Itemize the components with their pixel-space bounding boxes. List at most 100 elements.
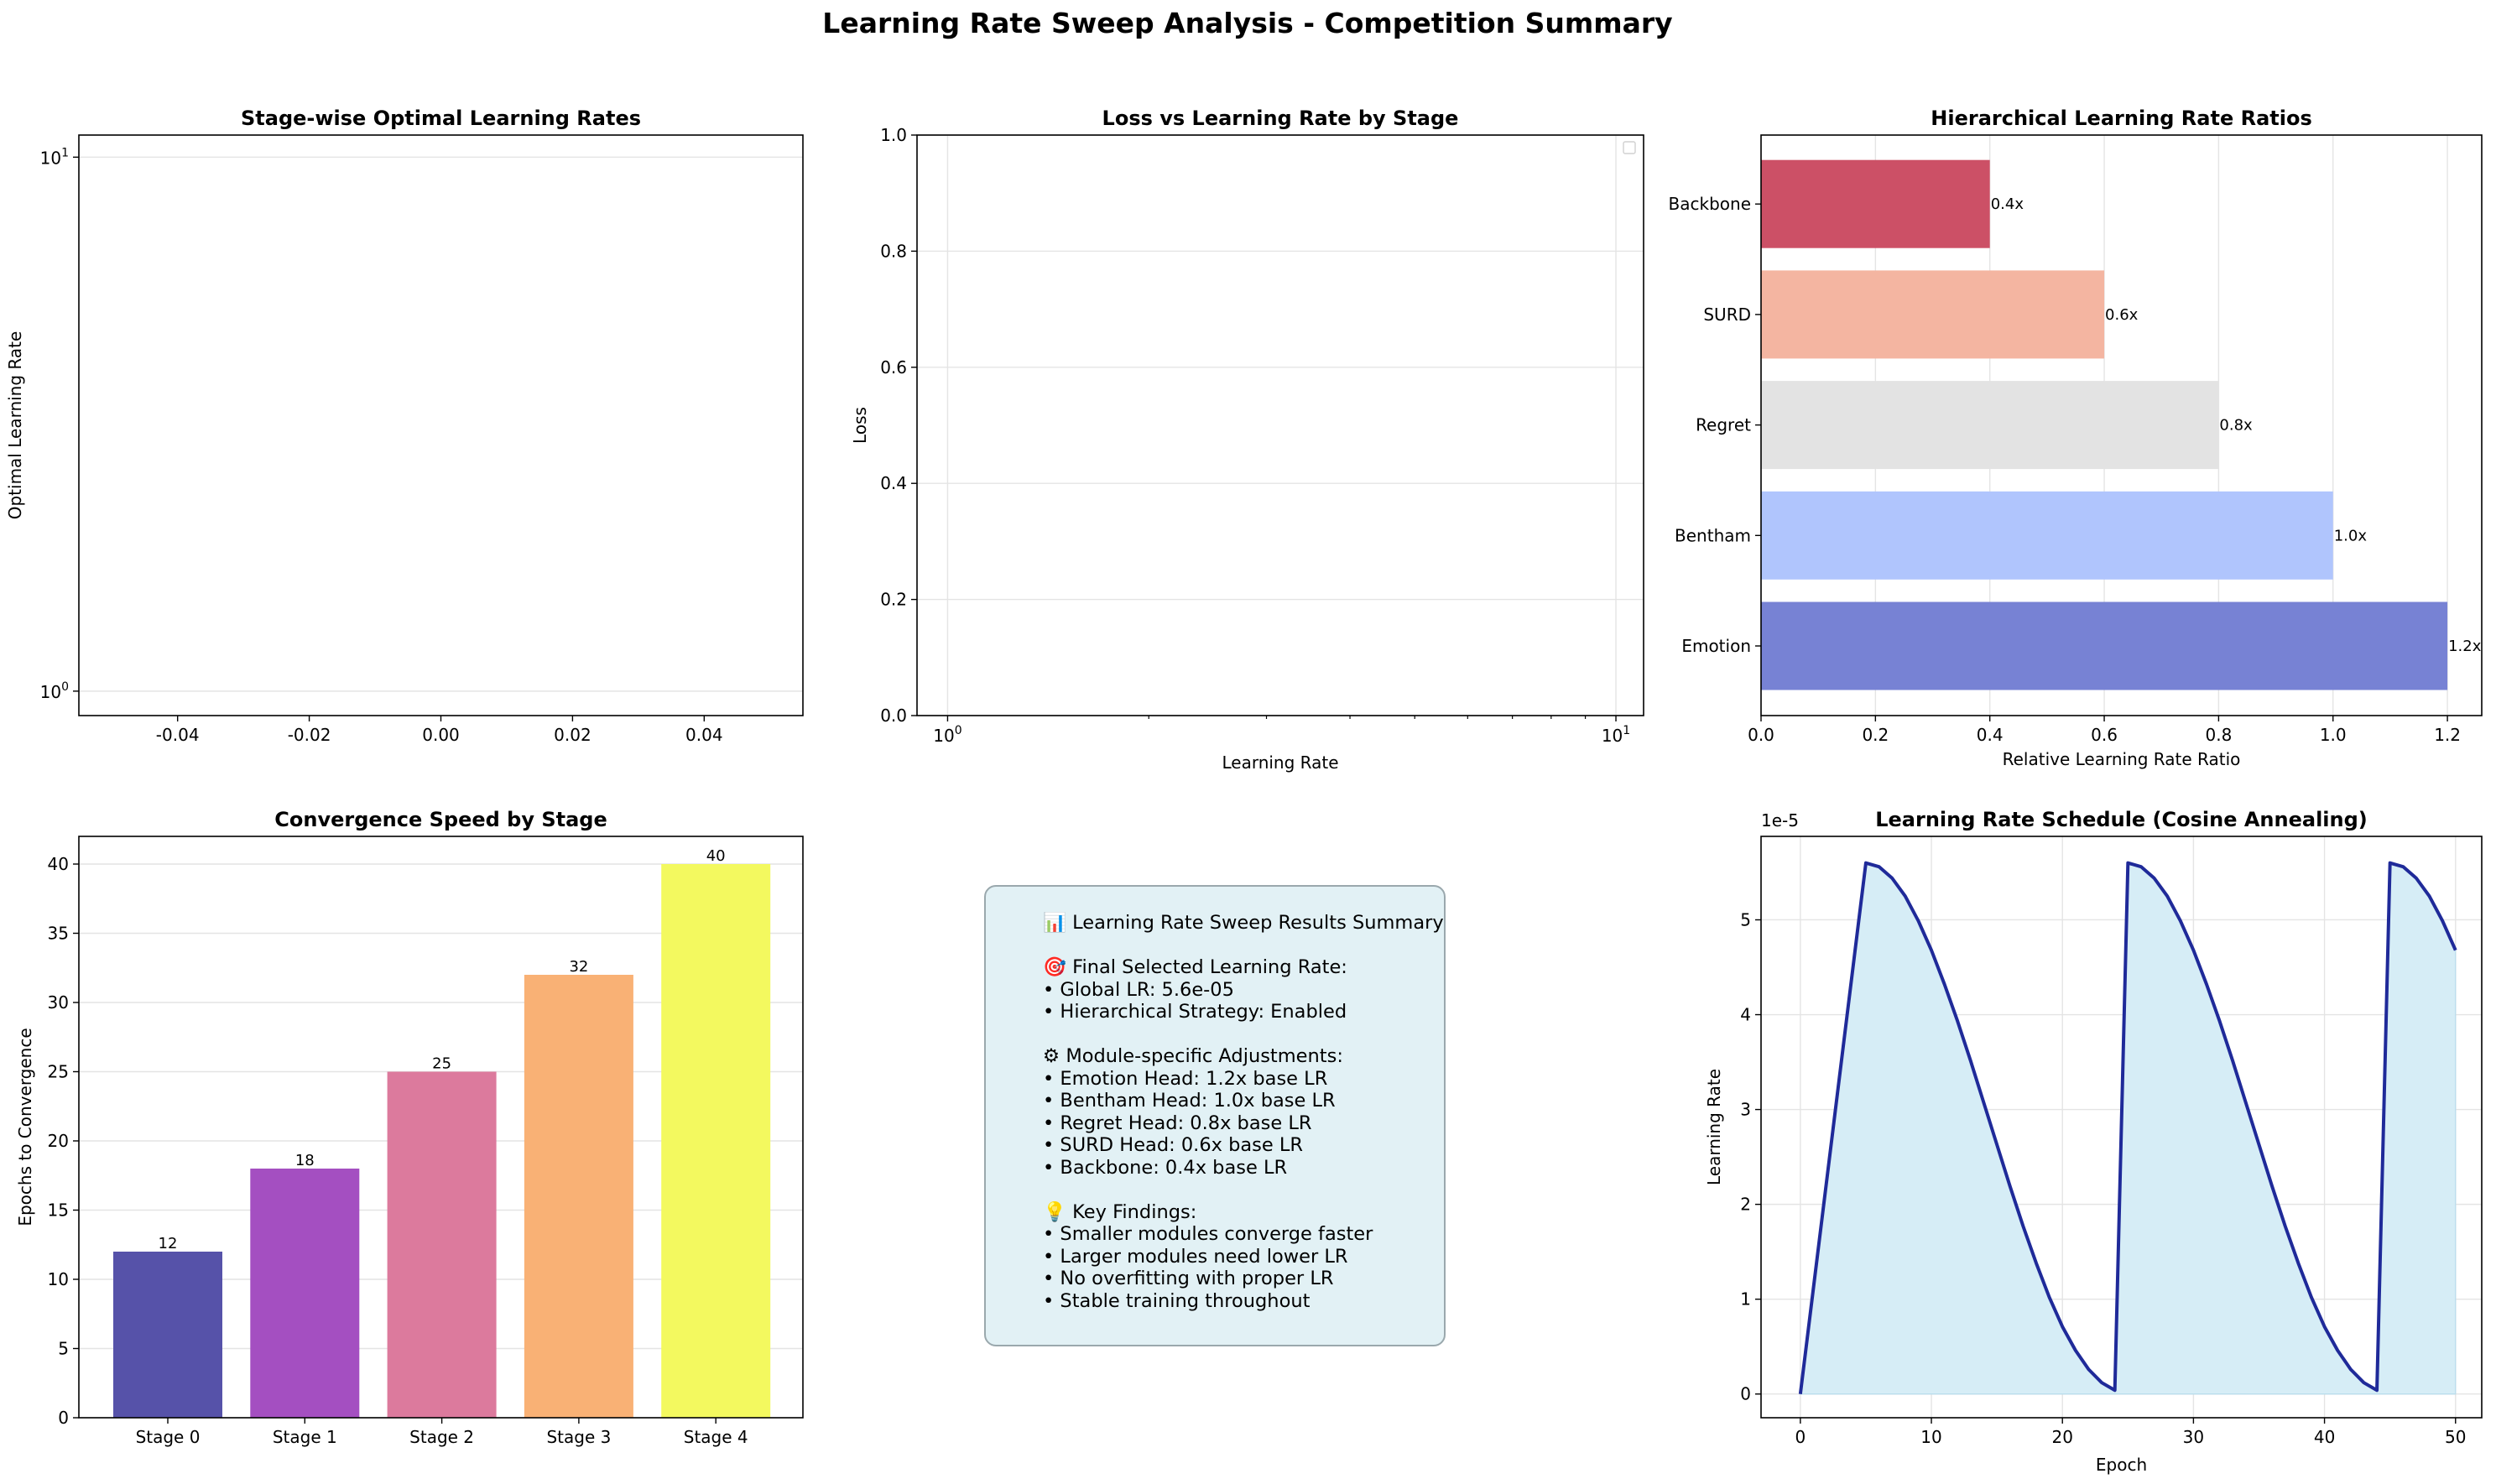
y-axis-label: Epochs to Convergence <box>15 1028 35 1226</box>
summary-line: 💡 Key Findings: <box>1043 1200 1197 1223</box>
y-tick-label: 0.4 <box>880 473 907 493</box>
x-axis-label: Epoch <box>2096 1455 2147 1475</box>
y-tick-label: 10 <box>48 1269 69 1289</box>
bar-value-label: 0.4x <box>1991 195 2024 213</box>
y-tick-label: 2 <box>1740 1195 1751 1215</box>
x-axis-label: Learning Rate <box>1222 752 1338 773</box>
x-tick-label: Stage 1 <box>273 1427 337 1447</box>
summary-line: • Larger modules need lower LR <box>1043 1245 1348 1268</box>
x-tick-label: 1.0 <box>2320 725 2347 745</box>
x-tick-label: Stage 3 <box>546 1427 611 1447</box>
x-tick-label: 0 <box>1795 1427 1806 1447</box>
chart-title: Loss vs Learning Rate by Stage <box>1102 107 1459 130</box>
bar <box>113 1252 222 1418</box>
y-tick-label: Regret <box>1696 415 1751 435</box>
axes-frame <box>1760 836 2483 1419</box>
y-axis-label: Learning Rate <box>1704 1069 1724 1185</box>
bar-value-label: 1.2x <box>2448 638 2482 655</box>
figure-title: Learning Rate Sweep Analysis - Competiti… <box>822 7 1672 39</box>
summary-line: 🎯 Final Selected Learning Rate: <box>1043 956 1347 978</box>
x-tick-label: 40 <box>2314 1427 2335 1447</box>
tick-label-base: 10 <box>1602 726 1623 746</box>
y-tick-label: 5 <box>58 1339 69 1359</box>
axes-frame <box>916 134 1644 716</box>
bar <box>1761 381 2219 470</box>
axes-frame <box>78 836 804 1419</box>
bar-value-label: 0.6x <box>2105 306 2139 324</box>
x-tick-label: 0.8 <box>2205 725 2232 745</box>
y-tick-label: Bentham <box>1675 525 1751 545</box>
y-offset-label: 1e-5 <box>1761 810 1799 831</box>
y-tick-label: SURD <box>1703 305 1751 325</box>
x-tick-label: 10 <box>1920 1427 1941 1447</box>
x-tick-label: 50 <box>2445 1427 2466 1447</box>
bar <box>524 975 633 1418</box>
chart-title: Learning Rate Schedule (Cosine Annealing… <box>1875 808 2368 831</box>
x-tick-label: 30 <box>2183 1427 2204 1447</box>
lr-area-fill <box>1800 862 2457 1395</box>
y-tick-label: 25 <box>48 1062 69 1082</box>
bar <box>1761 491 2333 580</box>
bar-value-label: 1.0x <box>2334 527 2368 544</box>
bar <box>1761 601 2448 690</box>
y-tick-label: 10 0 <box>40 680 69 702</box>
chart-title: Hierarchical Learning Rate Ratios <box>1931 107 2311 130</box>
summary-line: • Emotion Head: 1.2x base LR <box>1043 1067 1328 1090</box>
y-tick-label: 0.0 <box>880 706 907 726</box>
y-tick-label: Emotion <box>1681 636 1751 656</box>
x-tick-label: Stage 0 <box>136 1427 201 1447</box>
x-axis-label: Relative Learning Rate Ratio <box>2003 749 2241 769</box>
tick-label-exponent: 1 <box>1623 724 1630 737</box>
y-tick-label: 10 1 <box>40 146 69 168</box>
x-tick-label: 0.2 <box>1862 725 1889 745</box>
y-tick-label: 0 <box>58 1408 69 1428</box>
bar <box>1761 270 2105 359</box>
summary-spacer <box>1043 1023 1427 1046</box>
bar-value-label: 40 <box>706 847 726 865</box>
tick-label-exponent: 1 <box>61 146 69 159</box>
x-tick-label: 10 0 <box>933 724 961 746</box>
summary-line: • Smaller modules converge faster <box>1043 1223 1373 1245</box>
summary-line: • Hierarchical Strategy: Enabled <box>1043 1001 1347 1023</box>
x-tick-label: 20 <box>2051 1427 2072 1447</box>
x-tick-label: -0.04 <box>156 725 200 745</box>
bar <box>387 1071 497 1418</box>
bar-value-label: 25 <box>432 1055 451 1073</box>
summary-box: 📊 Learning Rate Sweep Results Summary 🎯 F… <box>984 885 1446 1346</box>
summary-line: 📊 Learning Rate Sweep Results Summary <box>1043 912 1444 934</box>
summary-line: • No overfitting with proper LR <box>1043 1268 1334 1289</box>
bar-value-label: 32 <box>569 958 588 976</box>
legend-box <box>1623 141 1636 154</box>
chart-convergence: 12 18 25 32 40 Stage 0 Stage 1 Stage 2 Stage 3 St… <box>15 808 804 1447</box>
y-tick-label: Backbone <box>1669 194 1751 214</box>
bar-value-label: 0.8x <box>2219 417 2253 435</box>
y-tick-label: 4 <box>1740 1005 1751 1025</box>
summary-line: • Regret Head: 0.8x base LR <box>1043 1112 1312 1134</box>
tick-label-base: 10 <box>40 682 61 702</box>
y-tick-label: 0.2 <box>880 590 907 610</box>
chart-title: Convergence Speed by Stage <box>274 808 607 831</box>
y-tick-label: 0 <box>1740 1384 1751 1404</box>
y-tick-label: 1.0 <box>880 125 907 145</box>
lr-line <box>1798 861 2457 1394</box>
y-tick-label: 1 <box>1740 1289 1751 1310</box>
axes-frame <box>78 134 804 716</box>
y-tick-label: 3 <box>1740 1100 1751 1120</box>
bar <box>1761 159 1990 248</box>
chart-lr-schedule: 0 10 20 30 40 50 0 1 2 3 4 5 1e-5 Learning Rate Sched… <box>1704 808 2483 1475</box>
x-tick-label: 0.6 <box>2091 725 2118 745</box>
bar-value-label: 12 <box>159 1235 178 1252</box>
y-axis-label: Optimal Learning Rate <box>5 331 25 520</box>
chart-title: Stage-wise Optimal Learning Rates <box>241 107 641 130</box>
x-tick-label: 10 1 <box>1602 724 1630 746</box>
summary-line: • Global LR: 5.6e-05 <box>1043 978 1234 1001</box>
y-tick-label: 35 <box>48 924 69 944</box>
summary-line: • Bentham Head: 1.0x base LR <box>1043 1090 1336 1112</box>
y-tick-label: 5 <box>1740 909 1751 929</box>
x-tick-label: 0.0 <box>1748 725 1774 745</box>
x-tick-label: Stage 2 <box>409 1427 474 1447</box>
x-tick-label: 0.02 <box>554 725 591 745</box>
x-tick-label: 0.00 <box>422 725 460 745</box>
